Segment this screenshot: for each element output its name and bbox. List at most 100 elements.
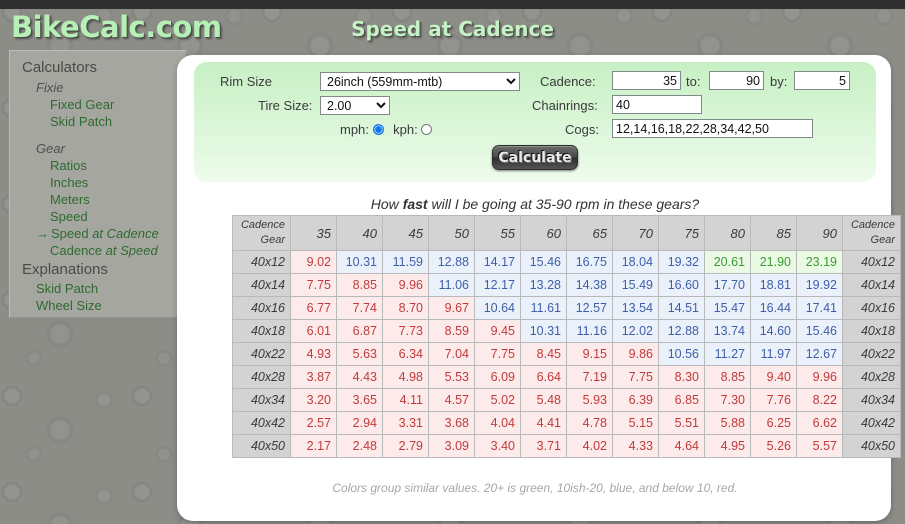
sidebar-item-speed[interactable]: Speed [50,209,88,224]
speed-value-cell: 7.19 [566,365,613,389]
cadence-to-input[interactable] [709,71,764,90]
speed-value-cell: 6.64 [520,365,567,389]
gear-row-label: 40x12 [842,250,901,274]
gear-row-label: 40x14 [232,273,291,297]
speed-value-cell: 4.04 [474,411,521,435]
top-bar [0,0,905,9]
sidebar-item-speed-at-cadence[interactable]: → Speed at Cadence [36,226,159,241]
speed-value-cell: 7.04 [428,342,475,366]
speed-value-cell: 16.75 [566,250,613,274]
cadence-column-header: 55 [474,215,521,251]
question-prefix: How [370,196,403,212]
speed-value-cell: 6.01 [290,319,337,343]
tire-size-select[interactable]: 2.00 [320,96,390,115]
gear-row-label: 40x42 [232,411,291,435]
table-row: 40x12 9.02 10.31 11.59 12.88 14.17 15.46 16.75 1… [232,250,901,274]
cadence-column-header: 40 [336,215,383,251]
speed-value-cell: 3.40 [474,434,521,458]
gear-row-label: 40x50 [232,434,291,458]
cadence-column-header: 60 [520,215,567,251]
site-logo[interactable]: BikeCalc.com [11,10,222,44]
chainrings-input[interactable] [612,95,702,114]
cadence-by-input[interactable] [794,71,850,90]
sidebar-item-fixed-gear[interactable]: Fixed Gear [50,97,115,112]
speed-value-cell: 3.09 [428,434,475,458]
gear-row-label: 40x22 [842,342,901,366]
cadence-column-header: 45 [382,215,429,251]
gear-row-label: 40x18 [842,319,901,343]
speed-value-cell: 6.77 [290,296,337,320]
speed-value-cell: 3.20 [290,388,337,412]
speed-value-cell: 5.57 [796,434,843,458]
speed-value-cell: 5.51 [658,411,705,435]
speed-value-cell: 4.98 [382,365,429,389]
cadence-to-label: to: [686,74,701,89]
speed-value-cell: 6.34 [382,342,429,366]
sidebar-item-wheel-size[interactable]: Wheel Size [36,298,102,313]
speed-value-cell: 10.56 [658,342,705,366]
sidebar-group-fixie: Fixie [36,80,64,95]
speed-value-cell: 15.46 [520,250,567,274]
speed-value-cell: 7.75 [290,273,337,297]
gear-row-label: 40x18 [232,319,291,343]
sidebar-item-cadence-at-speed[interactable]: Cadence at Speed [50,243,158,258]
table-row: 40x14 7.75 8.85 9.96 11.06 12.17 13.28 14.38 15.… [232,273,901,297]
sidebar-item-ratios[interactable]: Ratios [50,158,87,173]
speed-value-cell: 4.78 [566,411,613,435]
current-arrow: → [36,226,49,241]
speed-value-cell: 7.75 [612,365,659,389]
speed-value-cell: 12.67 [796,342,843,366]
cadence-column-header: 75 [658,215,705,251]
table-row: 40x16 6.77 7.74 8.70 9.67 10.64 11.61 12.57 13.5… [232,296,901,320]
mph-radio[interactable] [372,124,384,135]
cadence-label: Cadence: [540,74,596,89]
speed-value-cell: 2.57 [290,411,337,435]
speed-value-cell: 11.06 [428,273,475,297]
speed-value-cell: 4.64 [658,434,705,458]
speed-value-cell: 9.96 [382,273,429,297]
kph-radio[interactable] [421,124,433,135]
speed-value-cell: 13.28 [520,273,567,297]
speed-value-cell: 5.63 [336,342,383,366]
gear-row-label: 40x50 [842,434,901,458]
speed-value-cell: 10.31 [520,319,567,343]
speed-value-cell: 12.57 [566,296,613,320]
gear-row-label: 40x34 [842,388,901,412]
gear-row-label: 40x34 [232,388,291,412]
speed-value-cell: 10.64 [474,296,521,320]
speed-value-cell: 17.70 [704,273,751,297]
table-row: 40x42 2.57 2.94 3.31 3.68 4.04 4.41 4.78 5.15 5.5… [232,411,901,435]
rim-size-select[interactable]: 26inch (559mm-mtb) [320,72,520,91]
speed-value-cell: 14.51 [658,296,705,320]
gear-row-label: 40x16 [842,296,901,320]
speed-value-cell: 23.19 [796,250,843,274]
speed-value-cell: 8.85 [704,365,751,389]
speed-value-cell: 8.70 [382,296,429,320]
speed-value-cell: 6.25 [750,411,797,435]
speed-value-cell: 19.92 [796,273,843,297]
gear-row-label: 40x28 [842,365,901,389]
gear-row-label: 40x16 [232,296,291,320]
speed-value-cell: 20.61 [704,250,751,274]
speed-value-cell: 19.32 [658,250,705,274]
sidebar-item-meters[interactable]: Meters [50,192,90,207]
speed-value-cell: 12.02 [612,319,659,343]
sidebar-item-inches[interactable]: Inches [50,175,89,190]
cogs-input[interactable] [612,119,813,138]
sidebar-item-skid-patch[interactable]: Skid Patch [50,114,113,129]
speed-value-cell: 11.16 [566,319,613,343]
speed-value-cell: 9.96 [796,365,843,389]
speed-value-cell: 5.26 [750,434,797,458]
speed-value-cell: 9.86 [612,342,659,366]
speed-value-cell: 3.71 [520,434,567,458]
speed-value-cell: 3.68 [428,411,475,435]
speed-value-cell: 8.85 [336,273,383,297]
speed-value-cell: 7.30 [704,388,751,412]
speed-value-cell: 7.74 [336,296,383,320]
sidebar-item-skid-patch[interactable]: Skid Patch [36,281,99,296]
cadence-from-input[interactable] [612,71,681,90]
speed-value-cell: 15.46 [796,319,843,343]
calculate-button[interactable]: Calculate [492,145,578,170]
speed-value-cell: 4.95 [704,434,751,458]
speed-value-cell: 18.81 [750,273,797,297]
